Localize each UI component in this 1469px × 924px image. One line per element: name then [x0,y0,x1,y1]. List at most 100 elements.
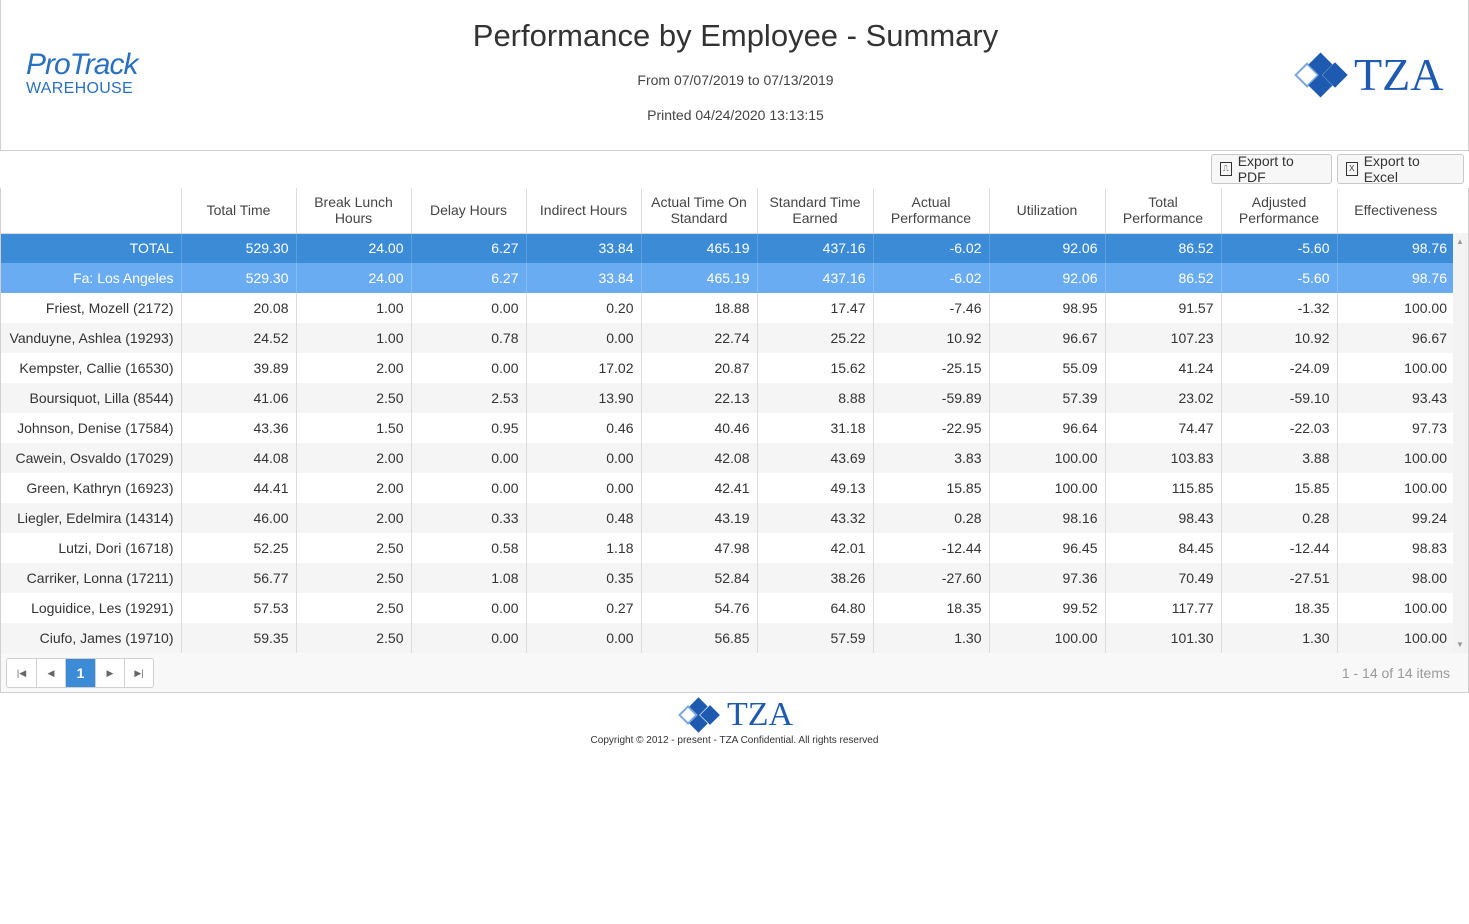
column-header[interactable]: Break Lunch Hours [295,188,411,234]
value-cell: 52.84 [640,563,757,593]
column-header-row: Total Time Break Lunch Hours Delay Hours In… [1,188,1454,234]
column-header[interactable]: Standard Time Earned [756,188,873,234]
value-cell: 13.90 [525,383,641,413]
row-label-cell: Liegler, Edelmira (14314) [1,503,181,533]
value-cell: 15.62 [756,353,873,383]
export-excel-label: Export to Excel [1363,153,1420,185]
value-cell: 23.02 [1104,383,1221,413]
row-label-cell: Boursiquot, Lilla (8544) [1,383,181,413]
table-row[interactable]: Green, Kathryn (16923) 44.41 2.00 0.00 0.00 4… [1,473,1454,503]
value-cell: 0.35 [525,563,641,593]
value-cell: 41.06 [180,383,296,413]
value-cell: 0.00 [525,623,641,653]
next-page-button[interactable]: ▶ [95,659,124,687]
value-cell: 22.13 [640,383,757,413]
column-header-name[interactable] [1,188,181,234]
column-header[interactable]: Utilization [988,188,1105,234]
scroll-up-icon[interactable]: ▲ [1456,237,1464,246]
value-cell: 20.87 [640,353,757,383]
value-cell: 97.73 [1336,413,1454,443]
export-excel-button[interactable]: X Export to Excel [1337,153,1464,185]
value-cell: 2.50 [295,563,411,593]
value-cell: 98.76 [1336,263,1454,293]
value-cell: 25.22 [756,323,873,353]
page-title: Performance by Employee - Summary [472,18,999,53]
value-cell: 70.49 [1104,563,1221,593]
value-cell: 437.16 [756,263,873,293]
prev-page-button[interactable]: ◀ [36,659,65,687]
value-cell: 2.50 [295,593,411,623]
first-page-button[interactable]: |◀ [16,667,27,678]
excel-file-icon: X [1346,162,1358,176]
value-cell: 56.85 [640,623,757,653]
performance-grid: Total Time Break Lunch Hours Delay Hours In… [0,188,1469,654]
column-header[interactable]: Delay Hours [410,188,526,234]
value-cell: 99.24 [1336,503,1454,533]
value-cell: 41.24 [1104,353,1221,383]
table-row[interactable]: Johnson, Denise (17584) 43.36 1.50 0.95 0.46… [1,413,1454,443]
printed-timestamp: Printed 04/24/2020 13:13:15 [647,107,824,123]
scroll-down-icon[interactable]: ▼ [1456,640,1464,649]
value-cell: 47.98 [640,533,757,563]
group-row[interactable]: Fa: Los Angeles 529.30 24.00 6.27 33.84 465.1… [1,263,1454,293]
value-cell: 17.47 [756,293,873,323]
column-header[interactable]: Actual Performance [872,188,989,234]
row-label-cell: Cawein, Osvaldo (17029) [1,443,181,473]
value-cell: 96.64 [988,413,1105,443]
column-header[interactable]: Adjusted Performance [1220,188,1337,234]
value-cell: 107.23 [1104,323,1221,353]
table-row[interactable]: Kempster, Callie (16530) 39.89 2.00 0.00 17.… [1,353,1454,383]
value-cell: 0.00 [410,293,526,323]
value-cell: 2.50 [295,383,411,413]
value-cell: 93.43 [1336,383,1454,413]
column-header[interactable]: Indirect Hours [525,188,641,234]
value-cell: -22.03 [1220,413,1337,443]
value-cell: 33.84 [525,233,641,263]
value-cell: 98.43 [1104,503,1221,533]
value-cell: 101.30 [1104,623,1221,653]
value-cell: 465.19 [640,233,757,263]
table-row[interactable]: Vanduyne, Ashlea (19293) 24.52 1.00 0.78 0.0… [1,323,1454,353]
value-cell: 57.53 [180,593,296,623]
page-1-button[interactable]: 1 [65,659,95,687]
value-cell: 18.35 [1220,593,1337,623]
value-cell: 0.28 [1220,503,1337,533]
value-cell: 6.27 [410,233,526,263]
value-cell: 31.18 [756,413,873,443]
column-header[interactable]: Actual Time On Standard [640,188,757,234]
table-row[interactable]: Carriker, Lonna (17211) 56.77 2.50 1.08 0.35… [1,563,1454,593]
last-page-button[interactable]: ▶| [124,659,153,687]
value-cell: -24.09 [1220,353,1337,383]
table-row[interactable]: Liegler, Edelmira (14314) 46.00 2.00 0.33 0.… [1,503,1454,533]
date-range: From 07/07/2019 to 07/13/2019 [637,72,834,88]
value-cell: 1.18 [525,533,641,563]
value-cell: 43.32 [756,503,873,533]
value-cell: 43.19 [640,503,757,533]
table-row[interactable]: Cawein, Osvaldo (17029) 44.08 2.00 0.00 0.00… [1,443,1454,473]
column-header[interactable]: Total Performance [1104,188,1221,234]
table-row[interactable]: Friest, Mozell (2172) 20.08 1.00 0.00 0.20 18… [1,293,1454,323]
table-row[interactable]: Boursiquot, Lilla (8544) 41.06 2.50 2.53 13.… [1,383,1454,413]
table-row[interactable]: Ciufo, James (19710) 59.35 2.50 0.00 0.00 56.… [1,623,1454,653]
column-header[interactable]: Total Time [180,188,296,234]
total-row[interactable]: TOTAL 529.30 24.00 6.27 33.84 465.19 437.16 -6.… [1,233,1454,263]
value-cell: 1.00 [295,323,411,353]
value-cell: 0.00 [410,473,526,503]
value-cell: 42.41 [640,473,757,503]
value-cell: 2.00 [295,353,411,383]
value-cell: 24.00 [295,263,411,293]
column-header[interactable]: Effectiveness [1336,188,1454,234]
export-pdf-button[interactable]: ⎍ Export to PDF [1211,153,1332,185]
value-cell: 2.00 [295,443,411,473]
value-cell: 57.59 [756,623,873,653]
value-cell: 18.35 [872,593,989,623]
table-row[interactable]: Lutzi, Dori (16718) 52.25 2.50 0.58 1.18 47.9… [1,533,1454,563]
value-cell: 97.36 [988,563,1105,593]
value-cell: 100.00 [988,623,1105,653]
row-label-cell: Carriker, Lonna (17211) [1,563,181,593]
value-cell: 43.36 [180,413,296,443]
vertical-scrollbar[interactable]: ▲ ▼ [1453,233,1468,653]
value-cell: 103.83 [1104,443,1221,473]
table-row[interactable]: Loguidice, Les (19291) 57.53 2.50 0.00 0.27 5… [1,593,1454,623]
value-cell: 52.25 [180,533,296,563]
